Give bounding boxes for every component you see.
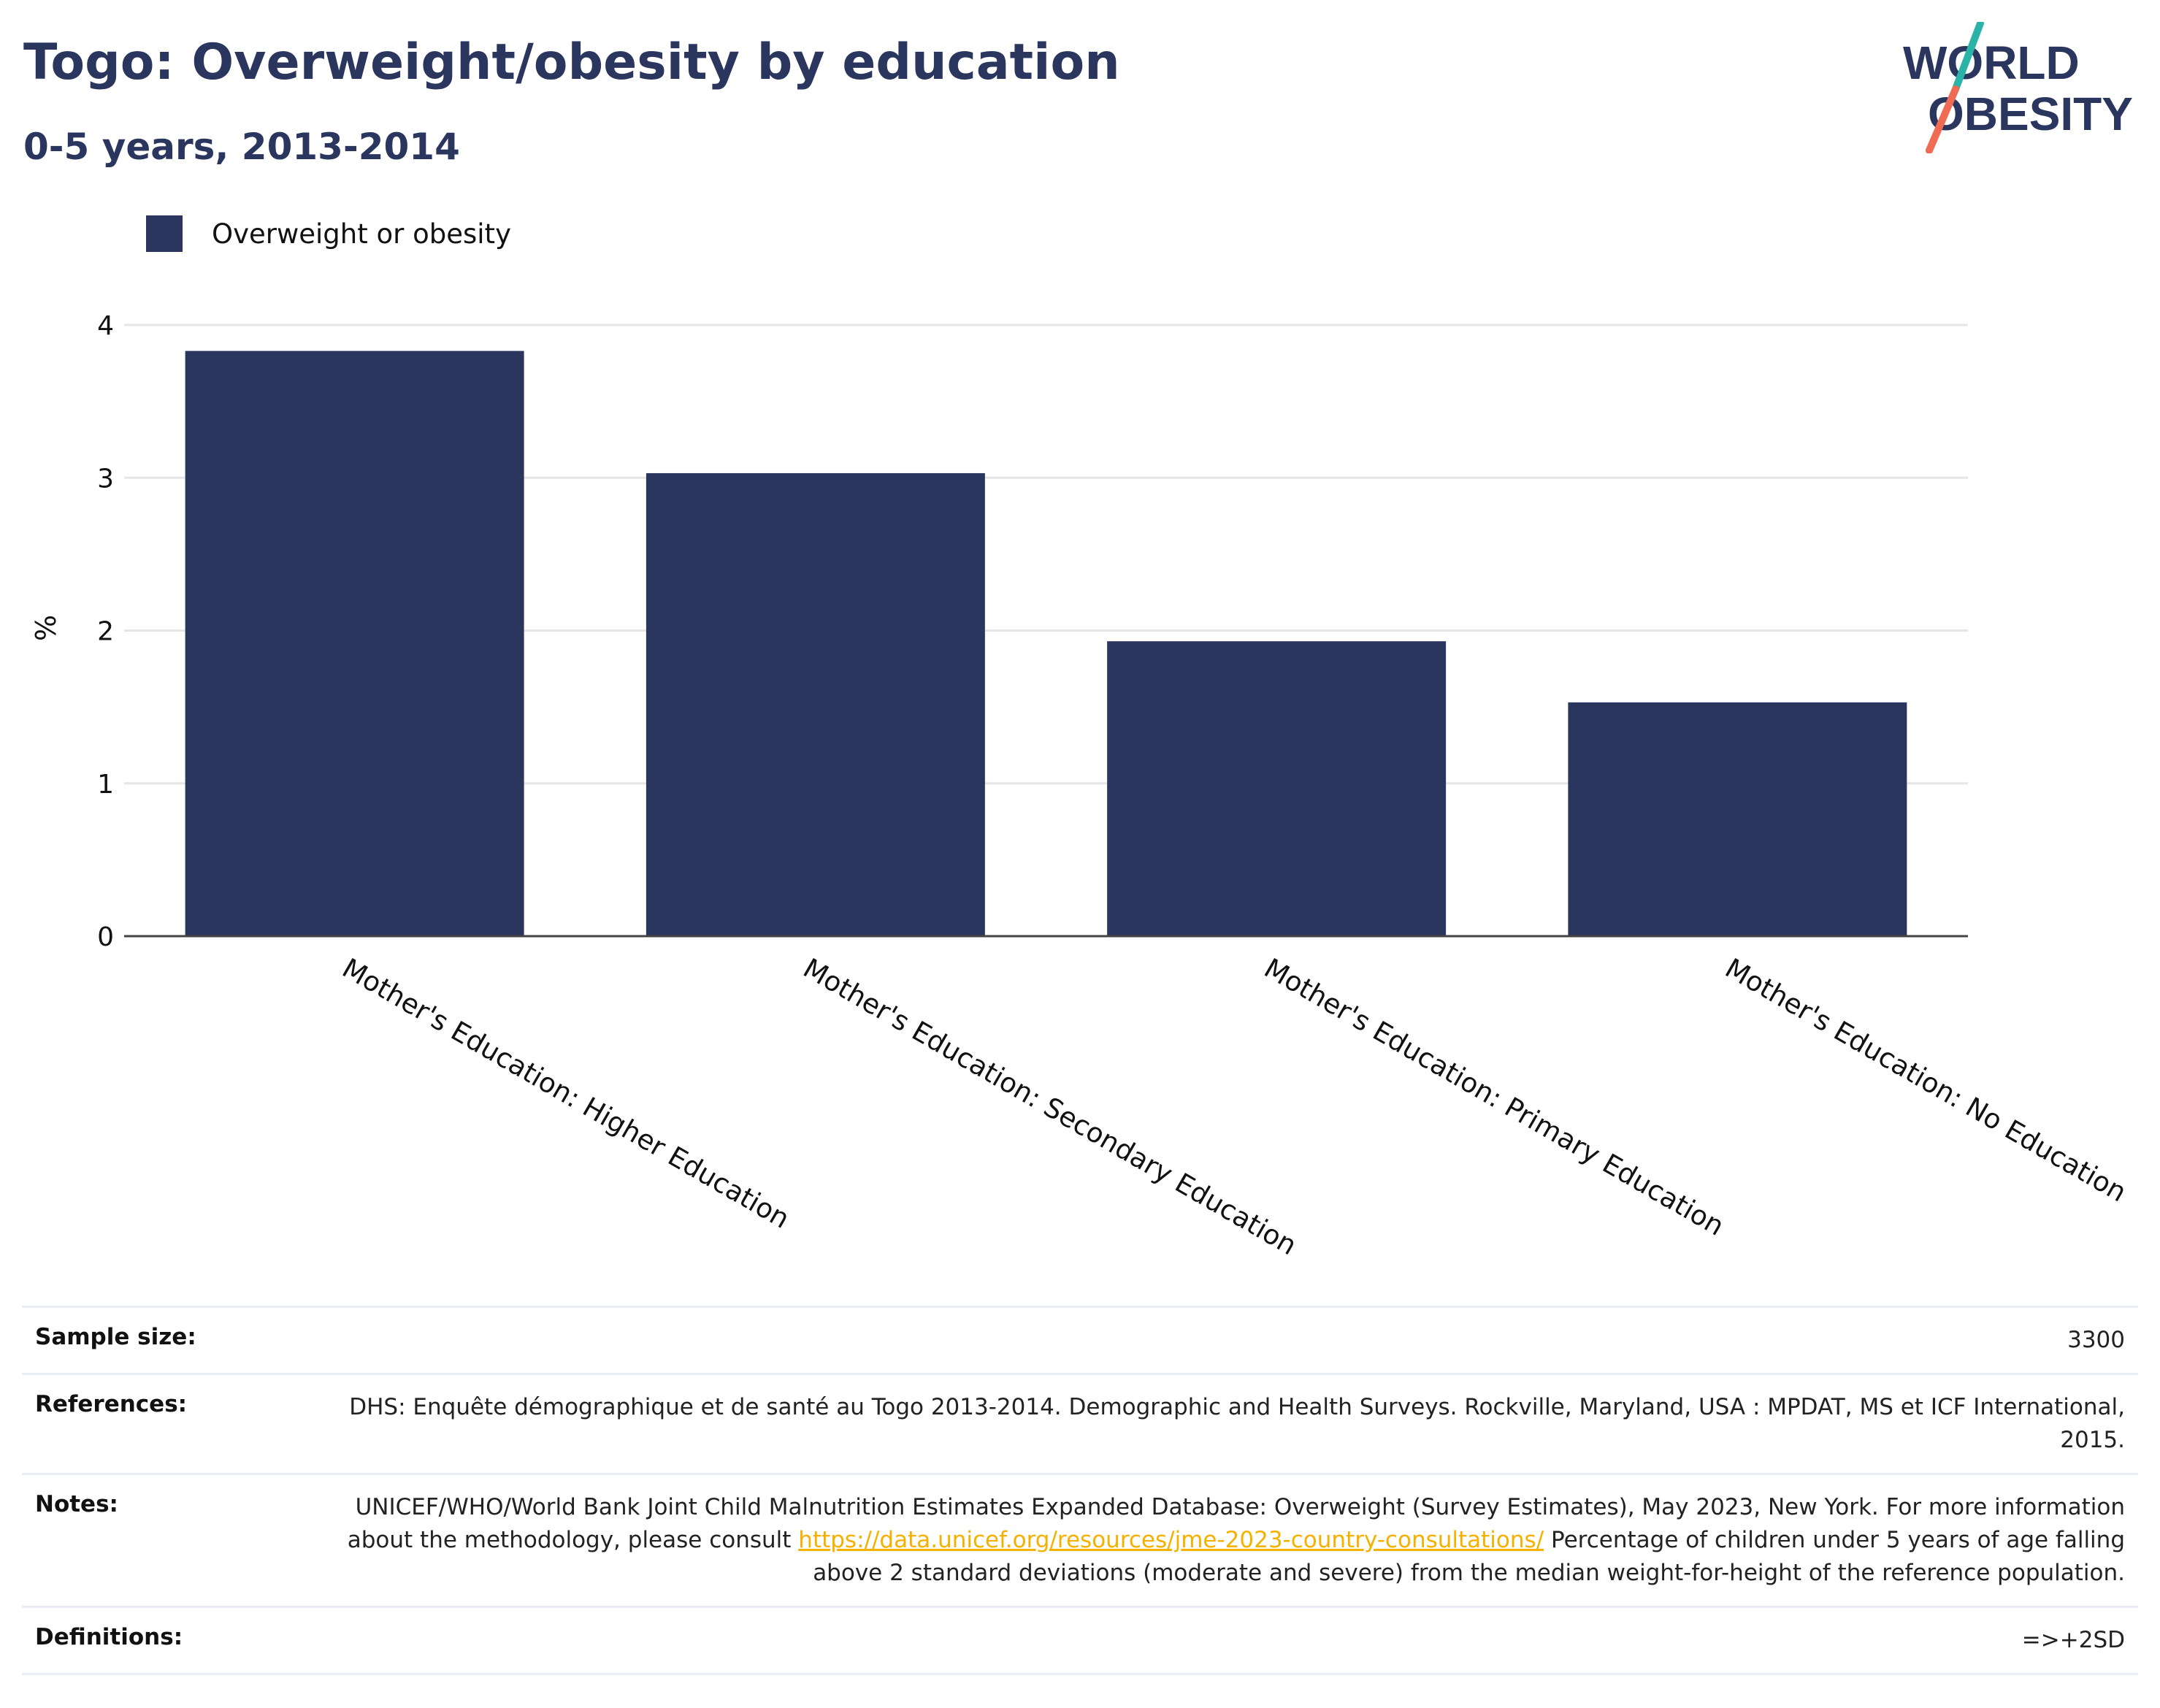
logo-text-world: WORLD (1903, 37, 2080, 89)
y-tick-label: 0 (97, 922, 114, 952)
bar[interactable] (185, 351, 524, 936)
definitions-label: Definitions: (22, 1605, 311, 1675)
definitions-row: Definitions: =>+2SD (22, 1605, 2138, 1675)
logo-slash-top (1952, 22, 1984, 93)
info-table: Sample size: 3300 References: DHS: Enquê… (22, 1306, 2138, 1675)
bar[interactable] (1107, 641, 1447, 936)
legend-label: Overweight or obesity (212, 218, 511, 250)
y-tick-label: 4 (97, 311, 114, 341)
sample-size-value: 3300 (311, 1306, 2138, 1374)
bars (185, 351, 1907, 936)
bar-chart: 0 1 2 3 4 Mother's Education: Higher Educati… (30, 311, 2132, 1261)
references-value: DHS: Enquête démographique et de santé a… (311, 1372, 2138, 1474)
chart-legend[interactable]: Overweight or obesity (146, 213, 511, 254)
x-tick-label: Mother's Education: Secondary Education (798, 952, 1302, 1261)
references-row: References: DHS: Enquête démographique e… (22, 1372, 2138, 1474)
y-tick-label: 3 (97, 464, 114, 494)
notes-text-before: UNICEF/WHO/World Bank Joint Child Malnut… (347, 1493, 2125, 1553)
x-tick-label: Mother's Education: Primary Education (1259, 952, 1729, 1242)
y-tick-labels: 0 1 2 3 4 (97, 311, 114, 952)
y-axis-label: % (30, 615, 62, 641)
notes-row: Notes: UNICEF/WHO/World Bank Joint Child… (22, 1472, 2138, 1607)
world-obesity-logo: WORLD OBESITY (1903, 22, 2133, 153)
x-tick-label: Mother's Education: Higher Education (337, 952, 795, 1235)
y-tick-label: 2 (97, 617, 114, 647)
sample-size-label: Sample size: (22, 1306, 311, 1374)
notes-label: Notes: (22, 1472, 311, 1607)
legend-swatch (146, 215, 183, 252)
notes-value: UNICEF/WHO/World Bank Joint Child Malnut… (311, 1472, 2138, 1607)
x-tick-label: Mother's Education: No Education (1720, 952, 2132, 1208)
chart-subtitle: 0-5 years, 2013-2014 (23, 126, 460, 168)
bar[interactable] (1568, 702, 1907, 936)
bar[interactable] (646, 472, 985, 936)
definitions-value: =>+2SD (311, 1605, 2138, 1675)
logo-slash-bottom (1926, 85, 1959, 153)
methodology-link[interactable]: https://data.unicef.org/resources/jme-20… (798, 1526, 1544, 1553)
references-label: References: (22, 1372, 311, 1474)
y-tick-label: 1 (97, 770, 114, 800)
notes-text-after: Percentage of children under 5 years of … (813, 1526, 2125, 1586)
sample-size-row: Sample size: 3300 (22, 1306, 2138, 1374)
logo-text-obesity: OBESITY (1928, 88, 2133, 140)
x-tick-labels: Mother's Education: Higher Education Moth… (337, 952, 2132, 1261)
chart-title: Togo: Overweight/obesity by education (23, 34, 1120, 91)
